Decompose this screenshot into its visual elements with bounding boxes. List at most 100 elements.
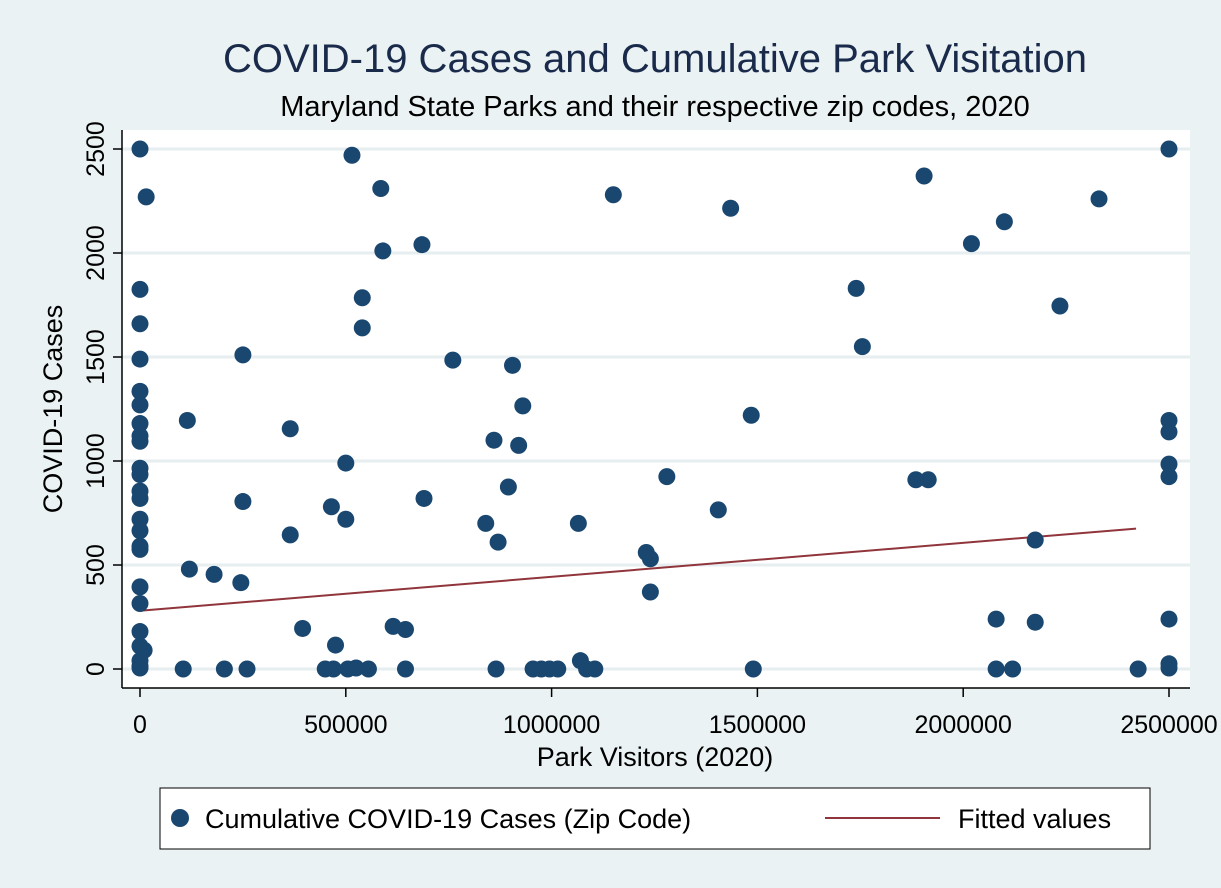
data-point-48: [324, 660, 342, 678]
x-tick-label-0: 0: [133, 711, 147, 739]
data-point-70: [569, 514, 587, 532]
y-tick-label-5: 2500: [82, 121, 110, 177]
data-point-5: [131, 382, 149, 400]
data-point-101: [1160, 455, 1178, 473]
data-point-103: [1160, 610, 1178, 628]
x-tick-label-2: 1000000: [503, 711, 600, 739]
y-tick-label-2: 1000: [82, 433, 110, 489]
data-point-74: [604, 186, 622, 204]
data-point-80: [709, 501, 727, 519]
data-point-100: [1160, 423, 1178, 441]
data-point-27: [180, 560, 198, 578]
data-point-28: [205, 565, 223, 583]
data-point-105: [1160, 659, 1178, 677]
data-point-43: [337, 454, 355, 472]
x-axis-title: Park Visitors (2020): [537, 742, 774, 772]
data-point-42: [353, 319, 371, 337]
data-point-11: [131, 466, 149, 484]
data-point-46: [327, 636, 345, 654]
data-point-44: [322, 498, 340, 516]
data-point-83: [847, 279, 865, 297]
legend-box: [159, 787, 1151, 850]
data-point-96: [1090, 190, 1108, 208]
data-point-6: [131, 396, 149, 414]
y-tick-label-3: 1500: [82, 329, 110, 385]
data-point-88: [962, 235, 980, 253]
data-point-90: [987, 610, 1005, 628]
x-tick-label-5: 2500000: [1120, 711, 1217, 739]
data-point-32: [234, 493, 252, 511]
data-point-85: [915, 167, 933, 185]
data-point-18: [131, 578, 149, 596]
data-point-52: [413, 236, 431, 254]
data-point-51: [359, 660, 377, 678]
data-point-84: [853, 338, 871, 356]
data-point-78: [658, 468, 676, 486]
data-point-79: [722, 199, 740, 217]
legend-label-scatter: Cumulative COVID-19 Cases (Zip Code): [205, 804, 691, 834]
data-point-82: [744, 660, 762, 678]
y-tick-label-1: 500: [82, 544, 110, 586]
data-point-7: [131, 415, 149, 433]
data-point-93: [1026, 531, 1044, 549]
data-point-0: [131, 140, 149, 158]
data-point-39: [372, 180, 390, 198]
data-point-40: [374, 242, 392, 260]
data-point-2: [131, 280, 149, 298]
x-ticks: 0 500000 1000000 1500000 2000000 2500000: [133, 688, 1218, 739]
y-tick-label-0: 0: [82, 662, 110, 676]
chart-title: COVID-19 Cases and Cumulative Park Visit…: [223, 37, 1087, 81]
data-point-63: [514, 397, 532, 415]
data-point-55: [415, 489, 433, 507]
fitted-line: [139, 527, 1137, 612]
data-point-17: [131, 540, 149, 558]
y-tick-label-4: 2000: [82, 225, 110, 281]
data-point-65: [499, 478, 517, 496]
data-point-87: [919, 471, 937, 489]
x-tick-label-3: 1500000: [709, 711, 806, 739]
x-tick-label-4: 2000000: [915, 711, 1012, 739]
data-point-38: [343, 146, 361, 164]
data-point-97: [1129, 660, 1147, 678]
data-point-64: [510, 436, 528, 454]
data-point-58: [477, 514, 495, 532]
fit-line-layer: [139, 527, 1137, 612]
data-point-9: [131, 432, 149, 450]
data-point-86: [907, 471, 925, 489]
data-point-13: [131, 489, 149, 507]
data-point-15: [131, 522, 149, 540]
data-point-69: [549, 660, 567, 678]
data-point-89: [995, 213, 1013, 231]
data-point-95: [1051, 297, 1069, 315]
data-point-31: [234, 346, 252, 364]
data-point-62: [503, 356, 521, 374]
legend-marker-scatter: [171, 809, 189, 827]
legend: Cumulative COVID-19 Cases (Zip Code) Fit…: [159, 787, 1151, 850]
data-point-76: [641, 550, 659, 568]
data-point-77: [641, 583, 659, 601]
data-point-4: [131, 350, 149, 368]
y-axis-title: COVID-19 Cases: [38, 305, 68, 514]
data-point-34: [238, 660, 256, 678]
legend-label-line: Fitted values: [958, 804, 1111, 834]
points-layer: [131, 140, 1178, 678]
data-point-37: [294, 619, 312, 637]
data-point-73: [586, 660, 604, 678]
data-point-33: [232, 574, 250, 592]
data-point-60: [489, 533, 507, 551]
data-point-3: [131, 315, 149, 333]
data-point-56: [396, 660, 414, 678]
data-point-61: [487, 660, 505, 678]
chart-subtitle: Maryland State Parks and their respectiv…: [280, 91, 1030, 123]
x-tick-label-1: 500000: [304, 711, 387, 739]
data-point-92: [1004, 660, 1022, 678]
plot-area: [122, 130, 1190, 688]
data-point-81: [742, 406, 760, 424]
data-point-25: [131, 659, 149, 677]
data-point-45: [337, 510, 355, 528]
data-point-35: [281, 420, 299, 438]
data-point-102: [1160, 468, 1178, 486]
data-point-41: [353, 289, 371, 307]
data-point-30: [174, 660, 192, 678]
